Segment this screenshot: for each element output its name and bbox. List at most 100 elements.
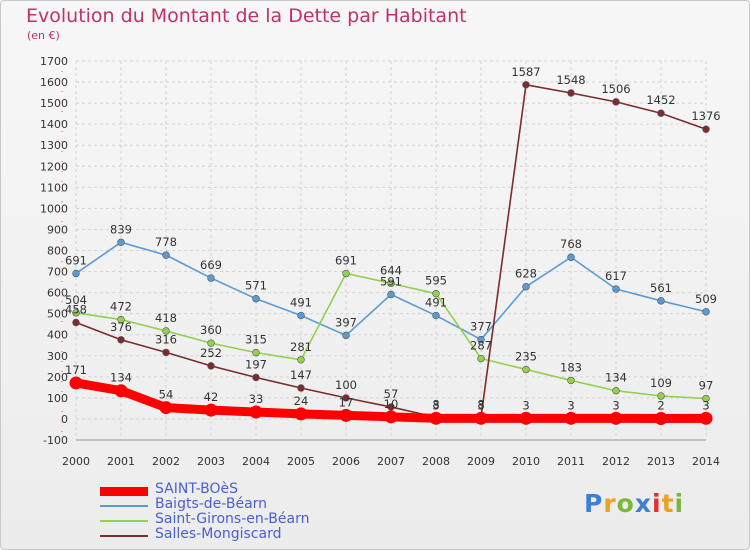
y-tick-label: 600	[47, 287, 68, 300]
series-point-3	[207, 362, 215, 370]
legend-swatch	[100, 505, 148, 507]
series-point-0	[114, 384, 128, 398]
y-tick-label: -100	[43, 434, 68, 447]
series-point-3	[162, 348, 170, 357]
series-point-2	[162, 327, 170, 335]
series-point-2	[252, 348, 260, 357]
logo-letter: t	[661, 489, 675, 518]
data-label-3: 1506	[601, 82, 630, 96]
chart-subtitle: (en €)	[27, 29, 60, 42]
data-label-3: 8	[432, 397, 439, 411]
series-point-2	[117, 315, 125, 324]
data-label-1: 377	[470, 320, 492, 334]
logo-letter: i	[652, 489, 662, 518]
data-label-0: 3	[432, 398, 439, 412]
x-tick-label: 2008	[422, 455, 450, 468]
data-label-3: 1587	[511, 65, 540, 79]
series-point-1	[702, 308, 710, 316]
series-point-3	[252, 373, 260, 382]
data-label-0: 17	[339, 395, 354, 409]
series-point-2	[657, 392, 665, 400]
series-point-3	[612, 98, 620, 106]
series-point-0	[474, 411, 488, 425]
y-tick-label: 500	[47, 308, 68, 321]
data-label-3: 197	[245, 357, 267, 371]
x-tick-label: 2006	[332, 455, 360, 468]
data-label-2: 418	[155, 311, 177, 325]
data-label-3: 1452	[646, 93, 675, 107]
y-tick-label: 1400	[40, 118, 68, 131]
series-point-1	[162, 251, 170, 259]
series-point-0	[294, 407, 308, 421]
legend-swatch	[100, 486, 148, 496]
y-tick-label: 1000	[40, 202, 68, 215]
series-point-2	[72, 309, 80, 317]
series-point-3	[342, 394, 350, 402]
series-point-2	[432, 289, 440, 298]
data-label-2: 644	[380, 263, 402, 277]
series-point-1	[72, 269, 80, 278]
data-label-2: 281	[290, 340, 312, 354]
y-tick-label: 400	[47, 329, 68, 342]
series-point-0	[204, 403, 218, 417]
series-point-1	[657, 297, 665, 305]
series-point-2	[342, 269, 350, 278]
data-label-2: 97	[699, 379, 714, 393]
chart-title: Evolution du Montant de la Dette par Hab…	[26, 5, 467, 27]
y-tick-label: 700	[47, 266, 68, 279]
series-point-2	[477, 354, 485, 363]
series-point-1	[342, 331, 350, 340]
series-point-2	[297, 356, 305, 364]
x-tick-label: 2002	[152, 455, 180, 468]
y-tick-label: 300	[47, 350, 68, 363]
data-label-1: 491	[425, 296, 447, 310]
data-label-0: 171	[65, 363, 87, 377]
data-label-2: 109	[650, 376, 672, 390]
legend-swatch	[100, 535, 148, 537]
legend-label: Saint-Girons-en-Béarn	[155, 511, 310, 527]
x-tick-label: 2007	[377, 455, 405, 468]
series-point-1	[252, 295, 260, 303]
series-point-2	[612, 387, 620, 395]
data-label-1: 628	[515, 267, 537, 281]
data-label-0: 33	[249, 392, 264, 406]
series-point-0	[249, 405, 263, 419]
series-point-1	[612, 285, 620, 293]
series-point-0	[654, 412, 668, 426]
data-label-2: 360	[200, 323, 222, 337]
series-point-0	[699, 411, 713, 425]
data-label-3: 316	[155, 332, 177, 346]
data-label-1: 591	[380, 275, 402, 289]
series-point-0	[384, 410, 398, 424]
data-label-3: 458	[65, 303, 87, 317]
logo-letter: o	[616, 489, 635, 518]
data-label-2: 472	[110, 300, 132, 314]
data-label-0: 2	[657, 399, 664, 413]
logo-letter: P	[584, 489, 604, 518]
series-point-0	[159, 401, 173, 415]
data-label-1: 839	[110, 222, 132, 236]
data-label-1: 669	[200, 258, 222, 272]
logo-letter: i	[674, 489, 685, 518]
series-point-1	[522, 283, 530, 291]
data-label-3: 100	[335, 378, 357, 392]
data-label-0: 54	[159, 388, 174, 402]
data-label-2: 235	[515, 349, 537, 363]
series-point-3	[72, 318, 80, 327]
series-point-1	[117, 238, 125, 246]
x-tick-label: 2013	[647, 455, 675, 468]
data-label-3: 1376	[691, 109, 720, 123]
series-point-3	[297, 384, 305, 392]
legend-swatch	[100, 520, 148, 522]
y-tick-label: 1200	[40, 160, 68, 173]
data-label-0: 3	[702, 398, 709, 412]
data-label-3: 57	[384, 387, 399, 401]
data-label-1: 617	[605, 269, 627, 283]
data-label-0: 42	[204, 390, 219, 404]
data-label-3: 1548	[556, 73, 585, 87]
series-point-3	[657, 109, 665, 117]
legend-label: SAINT-BOèS	[155, 481, 239, 497]
data-label-1: 491	[290, 296, 312, 310]
y-tick-label: 900	[47, 223, 68, 236]
data-label-2: 287	[470, 339, 492, 353]
